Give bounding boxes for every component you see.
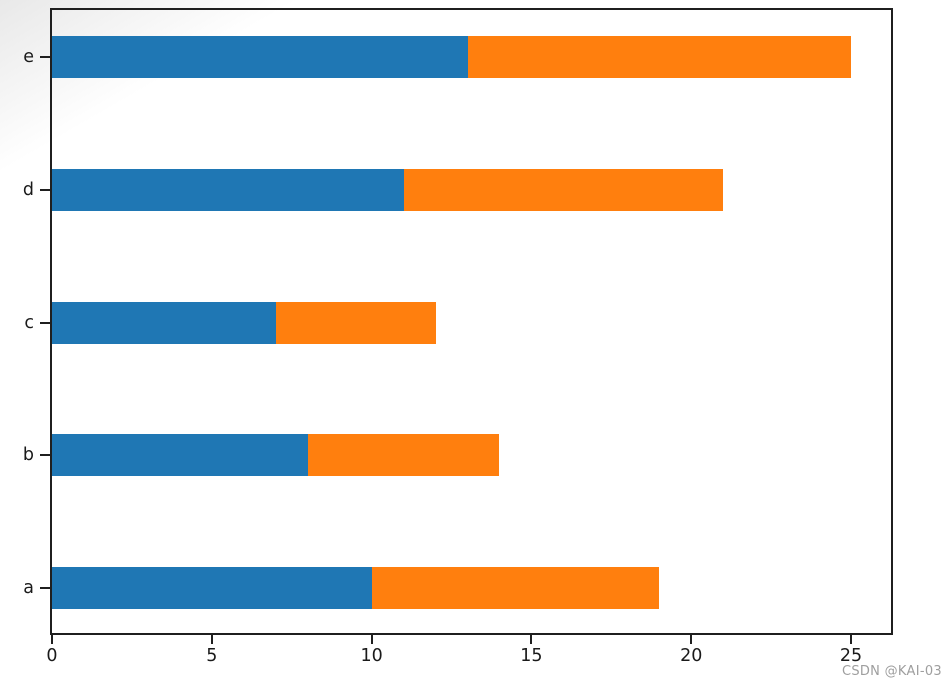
bar-row-b [52,434,500,477]
ytick-mark-d [40,188,50,191]
plot-area [50,8,893,635]
xtick-label-0: 0 [46,646,58,666]
ytick-mark-e [40,56,50,58]
bar-segment-series-blue-d [52,168,404,211]
bar-row-d [52,168,724,211]
xtick-label-10: 10 [360,646,383,666]
bar-segment-series-orange-c [275,301,436,344]
bar-row-e [52,36,852,78]
watermark: CSDN @KAI-03 [841,664,942,679]
xtick-label-25: 25 [839,646,863,666]
xtick-mark-15 [530,635,533,644]
xtick-label-15: 15 [520,646,543,666]
bar-row-a [52,567,660,609]
bar-segment-series-orange-a [371,567,660,609]
xtick-mark-10 [370,635,373,644]
ytick-label-b: b [22,445,34,466]
ytick-label-a: a [23,578,34,598]
xtick-mark-5 [210,635,213,644]
bar-segment-series-orange-e [467,36,852,78]
ytick-mark-c [40,321,50,324]
bar-segment-series-blue-c [52,301,276,344]
bar-segment-series-orange-d [403,168,724,211]
ytick-label-c: c [24,312,34,333]
ytick-mark-b [40,454,50,457]
xtick-mark-25 [850,635,853,644]
xtick-label-20: 20 [680,646,703,666]
xtick-mark-0 [51,635,53,644]
ytick-label-d: d [22,179,34,200]
xtick-mark-20 [690,635,693,644]
xtick-label-5: 5 [206,646,218,666]
bar-segment-series-blue-a [52,567,372,609]
bar-segment-series-orange-b [307,434,500,477]
bar-segment-series-blue-b [52,434,308,477]
ytick-label-e: e [23,47,34,67]
bar-segment-series-blue-e [52,36,468,78]
ytick-mark-a [40,587,50,589]
bar-row-c [52,301,436,344]
